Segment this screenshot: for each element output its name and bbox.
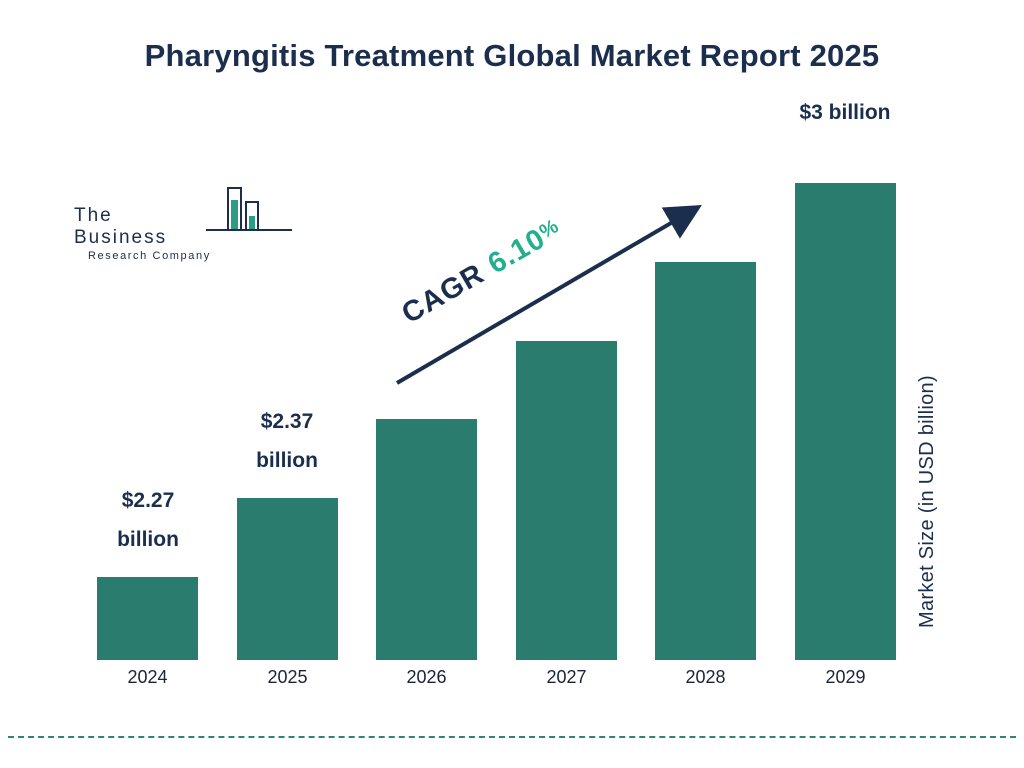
value-label-2024: $2.27 billion bbox=[117, 489, 179, 552]
bar-chart-logo-icon bbox=[206, 186, 294, 249]
chart-title: Pharyngitis Treatment Global Market Repo… bbox=[144, 38, 880, 73]
company-logo: The Business Research Company bbox=[74, 186, 294, 262]
bottom-dashed-divider bbox=[8, 736, 1016, 738]
bar-2026 bbox=[376, 419, 477, 660]
bar-2029 bbox=[795, 183, 896, 660]
value-label-2029: $3 billion bbox=[799, 101, 891, 125]
logo-subtitle-text: Research Company bbox=[88, 250, 211, 262]
bar-2027 bbox=[516, 341, 617, 660]
x-axis-label-2026: 2026 bbox=[406, 667, 447, 687]
bar-2025 bbox=[237, 498, 338, 660]
logo-name-text: The Business bbox=[74, 205, 168, 248]
right-y-axis-label: Market Size (in USD billion) bbox=[916, 375, 938, 629]
cagr-trend-arrow bbox=[395, 204, 702, 385]
x-axis-label-2024: 2024 bbox=[127, 667, 168, 687]
x-axis-label-2025: 2025 bbox=[267, 667, 308, 687]
x-axis-label-2027: 2027 bbox=[546, 667, 587, 687]
x-axis-label-2028: 2028 bbox=[685, 667, 726, 687]
bar-2024 bbox=[97, 577, 198, 660]
bar-2028 bbox=[655, 262, 756, 660]
value-label-2025: $2.37 billion bbox=[256, 410, 318, 473]
x-axis-label-2029: 2029 bbox=[825, 667, 866, 687]
